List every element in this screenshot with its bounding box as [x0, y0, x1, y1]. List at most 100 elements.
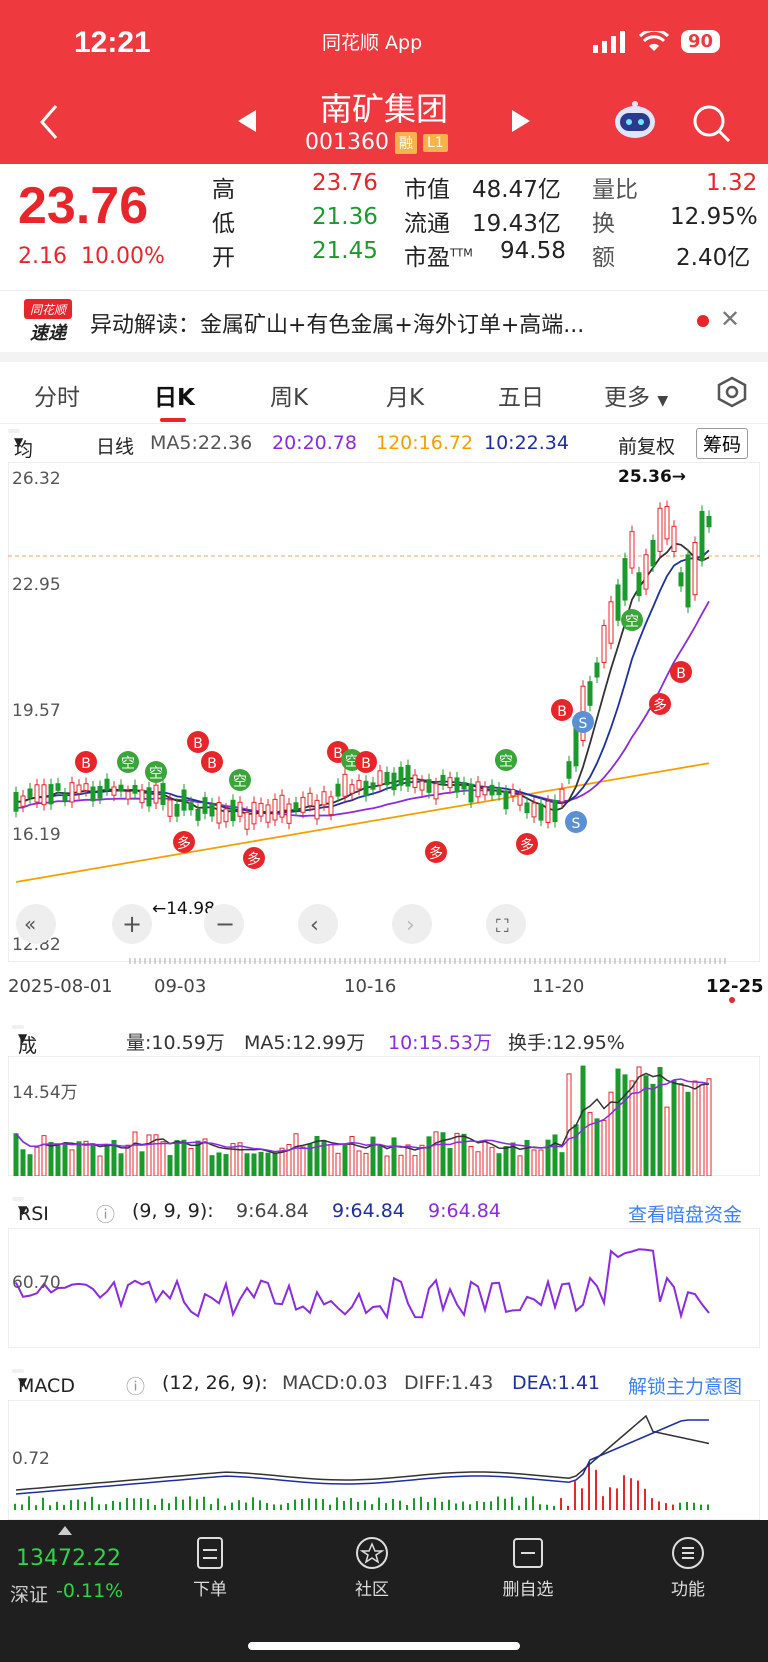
macd-histogram-bar — [413, 1498, 415, 1510]
community-button[interactable]: 社区 — [332, 1536, 412, 1600]
macd-select[interactable]: MACD ▼ — [12, 1369, 75, 1397]
next-stock-icon[interactable] — [512, 110, 530, 132]
assistant-robot-icon[interactable] — [612, 100, 658, 140]
volume-bar — [370, 1136, 376, 1176]
kline-candle — [146, 787, 152, 807]
volume-bar — [202, 1138, 208, 1176]
volume-bar — [384, 1155, 390, 1176]
macd-histogram-bar — [196, 1499, 198, 1510]
signal-marker-glyph: B — [193, 736, 203, 752]
turnover-label: 换 — [592, 211, 615, 237]
low-value: 21.36 — [312, 204, 378, 230]
margin-tag: 融 — [394, 131, 417, 154]
menu-circle-icon — [672, 1537, 704, 1569]
rsi-select[interactable]: RSI ▼ — [12, 1197, 49, 1225]
macd-histogram-bar — [231, 1502, 233, 1510]
kline-candle — [139, 789, 145, 804]
macd-histogram-bar — [448, 1499, 450, 1510]
fullscreen-button[interactable] — [486, 904, 526, 944]
kline-candle — [111, 786, 117, 796]
macd-histogram-bar — [420, 1496, 422, 1510]
volume-chart[interactable]: 14.54万 — [8, 1056, 760, 1176]
volume-bar — [293, 1133, 299, 1176]
adjust-mode[interactable]: 前复权 — [618, 436, 676, 458]
prev-stock-icon[interactable] — [238, 110, 256, 132]
rsi-1: 9:64.84 — [236, 1200, 309, 1222]
tab-intraday[interactable]: 分时 — [34, 385, 80, 411]
remove-watchlist-button[interactable]: 删自选 — [488, 1536, 568, 1600]
settings-hex-icon[interactable] — [716, 376, 748, 408]
news-headline[interactable]: 异动解读：金属矿山+有色金属+海外订单+高端... — [90, 313, 585, 338]
kline-candle — [671, 525, 677, 553]
next-candle-button[interactable] — [392, 904, 432, 944]
tab-five-day[interactable]: 五日 — [498, 385, 544, 411]
macd-chart[interactable]: 0.72 — [8, 1400, 760, 1520]
macd-tick: 0.72 — [12, 1449, 50, 1469]
volume-bar — [328, 1143, 334, 1176]
tab-weekly-k[interactable]: 周K — [270, 385, 309, 411]
volume-bar — [405, 1144, 411, 1176]
kline-candle — [587, 681, 593, 706]
last-price: 23.76 — [18, 177, 149, 235]
kline-candle — [69, 782, 75, 803]
volume-bar — [237, 1142, 243, 1176]
dark-pool-link[interactable]: 查看暗盘资金 — [628, 1204, 743, 1226]
volume-bar — [573, 1124, 579, 1176]
back-icon[interactable] — [38, 104, 60, 140]
prev-candle-button[interactable] — [298, 904, 338, 944]
close-icon[interactable]: ✕ — [720, 305, 741, 333]
kline-candle — [83, 783, 89, 792]
signal-marker-glyph: B — [361, 756, 371, 772]
volume-bar — [125, 1144, 131, 1176]
volume-bar — [629, 1080, 635, 1176]
volume-bar — [601, 1119, 607, 1176]
tab-daily-k[interactable]: 日K — [154, 385, 195, 411]
tab-monthly-k[interactable]: 月K — [386, 385, 425, 411]
macd-histogram-bar — [651, 1498, 653, 1510]
volume-bar — [468, 1145, 474, 1176]
signal-marker — [117, 751, 139, 773]
macd-histogram-bar — [63, 1504, 65, 1510]
top-header: 12:21 同花顺 App 90 南矿集团 001360 融 L1 — [0, 0, 768, 164]
search-icon[interactable] — [692, 104, 732, 144]
macd-select-label: MACD — [18, 1375, 75, 1397]
signal-marker-glyph: S — [579, 716, 588, 732]
signal-marker — [495, 749, 517, 771]
volume-bar — [62, 1143, 68, 1176]
volume-bar — [419, 1144, 425, 1176]
kline-candle — [370, 782, 376, 790]
kline-candle — [405, 765, 411, 787]
index-name: 深证 — [10, 1584, 49, 1606]
macd-histogram-bar — [518, 1505, 520, 1510]
rsi-chart[interactable]: 60.70 — [8, 1228, 760, 1348]
macd-histogram-bar — [98, 1504, 100, 1510]
indicator-select[interactable]: 均线 ▼ — [8, 429, 33, 488]
main-intent-link[interactable]: 解锁主力意图 — [628, 1376, 743, 1398]
news-banner[interactable]: 同花顺 速递 异动解读：金属矿山+有色金属+海外订单+高端... ✕ — [0, 290, 768, 352]
quote-panel: 23.76 2.16 10.00% 高 23.76 低 21.36 开 21.4… — [0, 164, 768, 290]
kline-candle — [643, 554, 649, 590]
vol-ratio-value: 1.32 — [706, 170, 758, 196]
kline-candle — [594, 662, 600, 678]
index-value[interactable]: 13472.22 — [16, 1546, 121, 1571]
volume-select[interactable]: 成交量 ▼ — [12, 1025, 37, 1111]
volume-turnover: 换手:12.95% — [508, 1032, 625, 1054]
help-icon[interactable]: ⓘ — [96, 1204, 116, 1226]
macd-histogram-bar — [574, 1481, 576, 1510]
zoom-out-button[interactable] — [204, 904, 244, 944]
chip-distribution-button[interactable]: 筹码 — [696, 428, 749, 459]
function-button[interactable]: 功能 — [648, 1536, 728, 1600]
rewind-button[interactable] — [16, 904, 56, 944]
kline-candle — [335, 783, 341, 797]
y-tick-2: 22.95 — [12, 575, 61, 595]
macd-histogram-bar — [490, 1501, 492, 1510]
order-button[interactable]: 下单 — [170, 1536, 250, 1600]
unread-dot — [697, 315, 709, 327]
order-doc-icon — [197, 1537, 223, 1569]
zoom-in-button[interactable] — [112, 904, 152, 944]
tab-more[interactable]: 更多 ▼ — [604, 378, 668, 412]
help-icon[interactable]: ⓘ — [126, 1376, 146, 1398]
amount-value: 2.40亿 — [676, 245, 751, 271]
macd-histogram-bar — [147, 1499, 149, 1510]
